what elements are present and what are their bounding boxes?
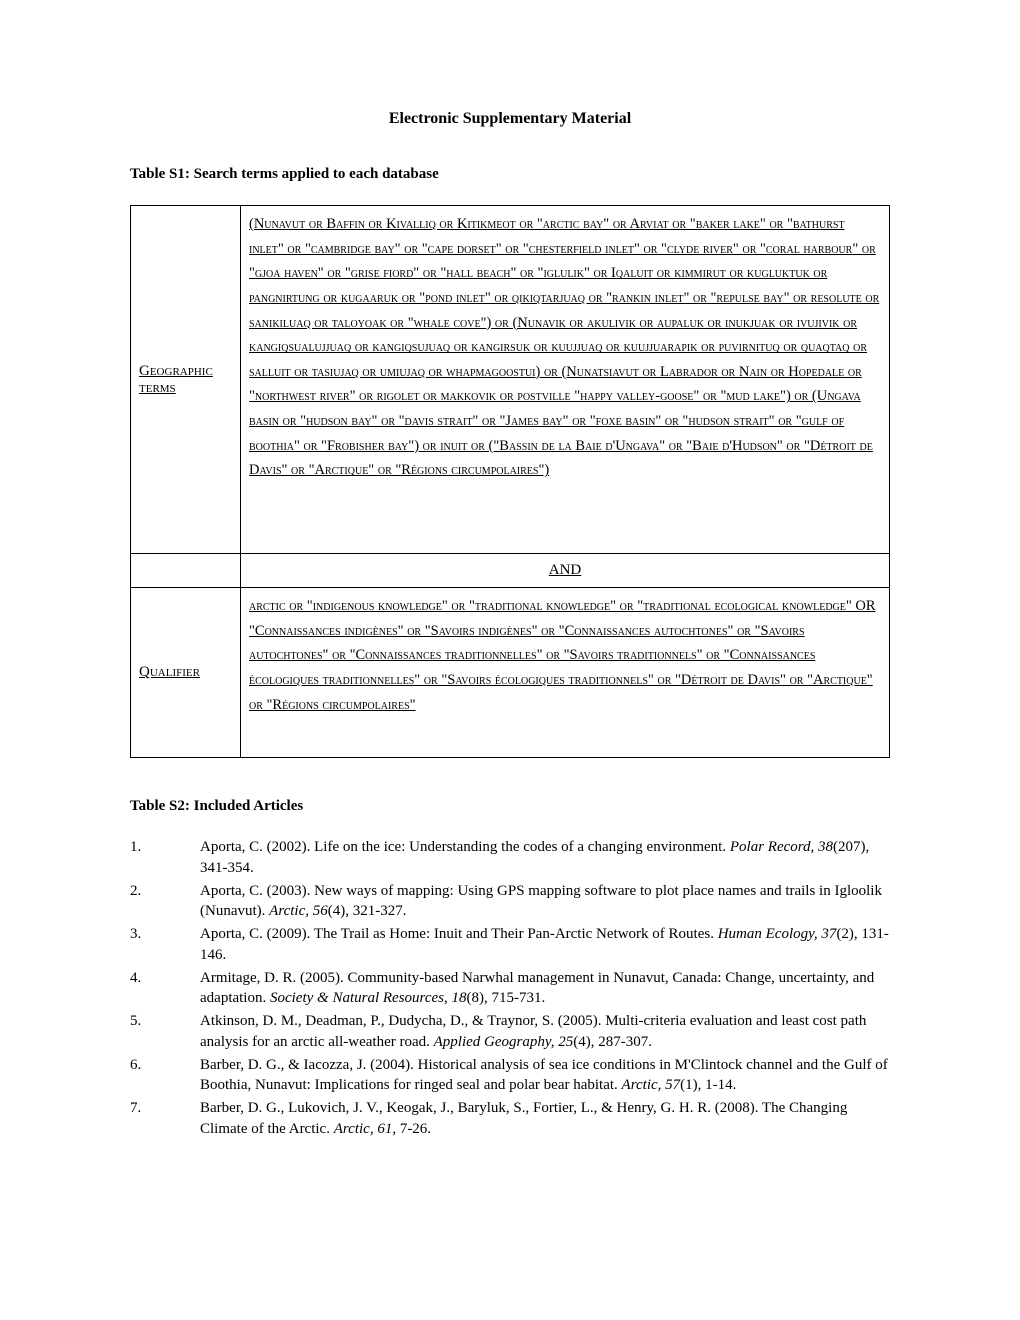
articles-list: 1.Aporta, C. (2002). Life on the ice: Un… bbox=[130, 837, 890, 1139]
journal-title: Arctic, 57 bbox=[622, 1077, 681, 1093]
and-operator: AND bbox=[241, 554, 890, 588]
reference-number: 4. bbox=[130, 968, 200, 1009]
reference-text: Atkinson, D. M., Deadman, P., Dudycha, D… bbox=[200, 1011, 890, 1052]
reference-text: Aporta, C. (2003). New ways of mapping: … bbox=[200, 881, 890, 922]
journal-title: Arctic, 56 bbox=[269, 903, 328, 919]
reference-number: 2. bbox=[130, 881, 200, 922]
journal-title: Polar Record, 38 bbox=[730, 839, 833, 855]
reference-number: 5. bbox=[130, 1011, 200, 1052]
search-terms-table: Geographic terms (Nunavut or Baffin or K… bbox=[130, 205, 890, 758]
list-item: 3.Aporta, C. (2009). The Trail as Home: … bbox=[130, 924, 890, 965]
reference-text: Aporta, C. (2002). Life on the ice: Unde… bbox=[200, 837, 890, 878]
table-row: AND bbox=[131, 554, 890, 588]
journal-title: Society & Natural Resources, 18 bbox=[270, 990, 467, 1006]
reference-number: 7. bbox=[130, 1098, 200, 1139]
document-title: Electronic Supplementary Material bbox=[130, 110, 890, 128]
reference-number: 3. bbox=[130, 924, 200, 965]
list-item: 4.Armitage, D. R. (2005). Community-base… bbox=[130, 968, 890, 1009]
journal-title: Human Ecology, 37 bbox=[718, 926, 837, 942]
list-item: 6.Barber, D. G., & Iacozza, J. (2004). H… bbox=[130, 1055, 890, 1096]
list-item: 2.Aporta, C. (2003). New ways of mapping… bbox=[130, 881, 890, 922]
reference-text: Barber, D. G., Lukovich, J. V., Keogak, … bbox=[200, 1098, 890, 1139]
journal-title: Applied Geography, 25 bbox=[434, 1034, 574, 1050]
list-item: 5.Atkinson, D. M., Deadman, P., Dudycha,… bbox=[130, 1011, 890, 1052]
list-item: 7.Barber, D. G., Lukovich, J. V., Keogak… bbox=[130, 1098, 890, 1139]
table-s2-caption: Table S2: Included Articles bbox=[130, 798, 890, 815]
list-item: 1.Aporta, C. (2002). Life on the ice: Un… bbox=[130, 837, 890, 878]
reference-number: 1. bbox=[130, 837, 200, 878]
table-s1-caption: Table S1: Search terms applied to each d… bbox=[130, 166, 890, 183]
table-row: Qualifier arctic or "indigenous knowledg… bbox=[131, 588, 890, 758]
table-row: Geographic terms (Nunavut or Baffin or K… bbox=[131, 206, 890, 554]
reference-number: 6. bbox=[130, 1055, 200, 1096]
geographic-terms-content: (Nunavut or Baffin or Kivalliq or Kitikm… bbox=[241, 206, 890, 554]
qualifier-content: arctic or "indigenous knowledge" or "tra… bbox=[241, 588, 890, 758]
reference-text: Aporta, C. (2009). The Trail as Home: In… bbox=[200, 924, 890, 965]
empty-cell bbox=[131, 554, 241, 588]
geographic-terms-label: Geographic terms bbox=[131, 206, 241, 554]
qualifier-label: Qualifier bbox=[131, 588, 241, 758]
reference-text: Barber, D. G., & Iacozza, J. (2004). His… bbox=[200, 1055, 890, 1096]
journal-title: Arctic, 61 bbox=[334, 1121, 393, 1137]
reference-text: Armitage, D. R. (2005). Community-based … bbox=[200, 968, 890, 1009]
